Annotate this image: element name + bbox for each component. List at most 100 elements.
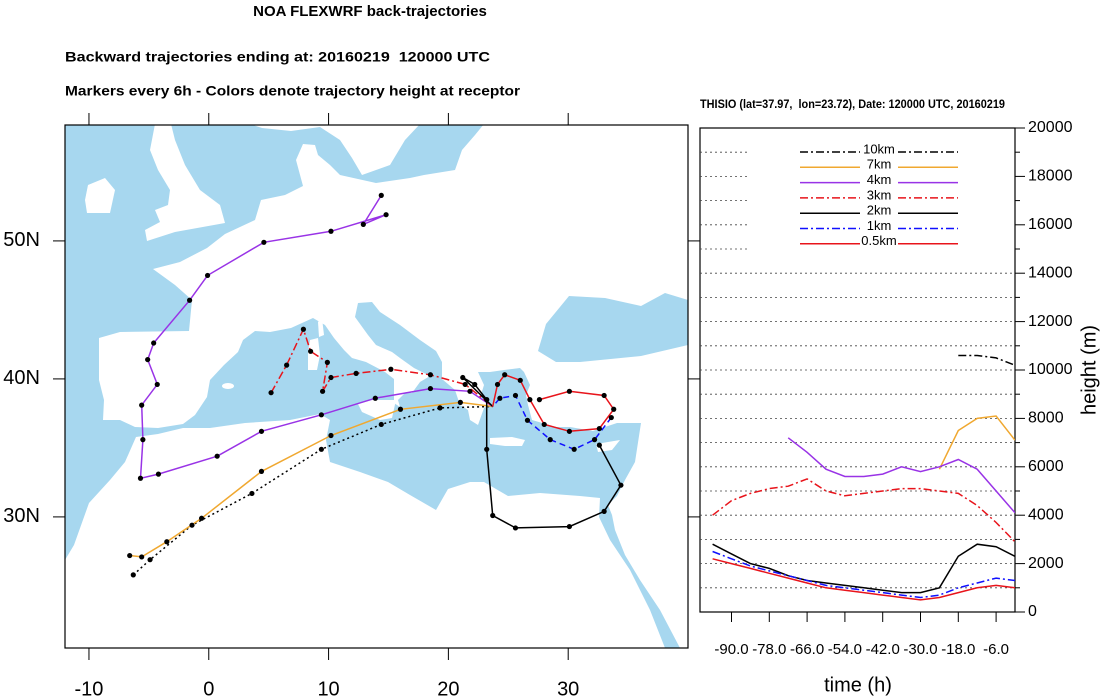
trajectory-marker xyxy=(372,395,378,401)
x-tick-label: -18.0 xyxy=(941,641,975,658)
trajectory-marker xyxy=(566,388,572,394)
x-tick-label: -6.0 xyxy=(983,641,1009,658)
y-tick-label: 0 xyxy=(1028,603,1037,620)
trajectory-marker xyxy=(512,392,519,399)
land-crete xyxy=(490,437,525,446)
trajectory-marker xyxy=(268,390,274,396)
y-tick-label: 50N xyxy=(3,229,40,251)
trajectory-marker xyxy=(204,272,211,279)
trajectory-marker xyxy=(457,399,463,405)
trajectory-marker xyxy=(189,522,195,528)
black-sea xyxy=(538,293,688,362)
trajectory xyxy=(270,327,494,408)
trajectory-marker xyxy=(324,359,330,365)
y-tick-label: 14000 xyxy=(1028,264,1073,281)
trajectory-marker xyxy=(284,362,290,368)
trajectory-marker xyxy=(536,397,543,403)
legend-label: 3km xyxy=(867,187,892,202)
trajectory-marker xyxy=(566,428,572,434)
trajectory-marker xyxy=(130,572,136,578)
trajectory-marker xyxy=(328,374,334,381)
trajectory-marker xyxy=(300,326,307,332)
trajectories xyxy=(127,192,624,578)
x-tick-label: 30 xyxy=(557,678,579,700)
y-tick-label: 4000 xyxy=(1028,506,1064,523)
trajectory-marker xyxy=(571,446,577,452)
map-title: NOA FLEXWRF back-trajectories xyxy=(253,3,487,20)
trajectory-marker xyxy=(164,539,170,545)
trajectory-marker xyxy=(427,372,434,378)
land-eurasia xyxy=(99,125,688,431)
trajectory-marker xyxy=(353,370,359,376)
trajectory-marker xyxy=(139,554,145,560)
land-balearic xyxy=(222,383,234,389)
trajectory-marker xyxy=(147,557,153,563)
trajectory-marker xyxy=(427,385,434,392)
trajectory-marker xyxy=(497,395,503,401)
trajectory xyxy=(492,394,612,451)
trajectory-marker xyxy=(524,417,531,423)
y-tick-label: 30N xyxy=(3,505,40,527)
y-tick-label: 40N xyxy=(3,367,40,389)
series-line xyxy=(958,354,1015,366)
series-lines xyxy=(712,354,1015,601)
y-tick-label: 20000 xyxy=(1028,119,1073,136)
trajectory-marker xyxy=(383,212,389,218)
map-frame xyxy=(64,124,689,649)
y-tick-label: 6000 xyxy=(1028,458,1064,475)
trajectory-marker xyxy=(139,402,145,408)
x-tick-label: -78.0 xyxy=(752,641,786,658)
trajectory-marker xyxy=(378,421,384,428)
x-tick-label: -66.0 xyxy=(790,641,824,658)
trajectory-marker xyxy=(318,446,324,452)
land-africa xyxy=(65,414,665,648)
trajectory-marker xyxy=(261,239,267,245)
land-ireland xyxy=(85,178,115,213)
trajectory-marker xyxy=(319,388,326,394)
trajectory-marker xyxy=(484,397,490,403)
trajectory-marker xyxy=(145,356,151,363)
x-tick-label: 20 xyxy=(437,678,459,700)
legend-label: 0.5km xyxy=(861,233,896,248)
x-tick-label: 10 xyxy=(317,678,339,700)
trajectory-marker xyxy=(467,388,473,394)
land-scandinavia xyxy=(253,125,420,175)
legend-label: 7km xyxy=(867,157,892,172)
trajectory-marker xyxy=(258,468,265,474)
land-britain xyxy=(145,125,225,241)
x-tick-label: -54.0 xyxy=(828,641,862,658)
trajectory-marker xyxy=(137,475,144,481)
x-tick-label: -90.0 xyxy=(714,641,748,658)
y-tick-label: 10000 xyxy=(1028,361,1073,378)
series-line xyxy=(712,558,1015,601)
map-subtitle: Backward trajectories ending at: 2016021… xyxy=(65,49,490,65)
trajectory-marker xyxy=(249,490,255,497)
trajectory-marker xyxy=(517,377,523,383)
trajectory-marker xyxy=(494,381,501,388)
trajectory-marker xyxy=(490,512,496,519)
legend-background xyxy=(748,137,1014,255)
trajectory-marker xyxy=(462,381,468,388)
trajectory-marker xyxy=(460,374,466,381)
trajectory-marker xyxy=(596,442,602,448)
y-axis-label: height (m) xyxy=(1078,325,1100,415)
trajectory-marker xyxy=(151,340,157,346)
x-tick-label: -10 xyxy=(75,678,104,700)
legend-label: 1km xyxy=(867,218,892,233)
trajectory-marker xyxy=(512,525,519,531)
trajectory-marker xyxy=(328,432,334,439)
trajectory-marker xyxy=(591,437,598,443)
x-axis-label: time (h) xyxy=(824,674,892,696)
trajectory-marker xyxy=(360,221,366,227)
trajectory-marker xyxy=(618,482,624,488)
series-line xyxy=(712,478,1015,543)
x-tick-label: -30.0 xyxy=(903,641,937,658)
trajectory-marker xyxy=(308,348,314,354)
trajectory-marker xyxy=(611,406,617,412)
series-line xyxy=(712,550,1015,599)
trajectory-marker xyxy=(328,228,334,234)
legend-label: 2km xyxy=(867,203,892,218)
trajectory-marker xyxy=(318,412,324,418)
